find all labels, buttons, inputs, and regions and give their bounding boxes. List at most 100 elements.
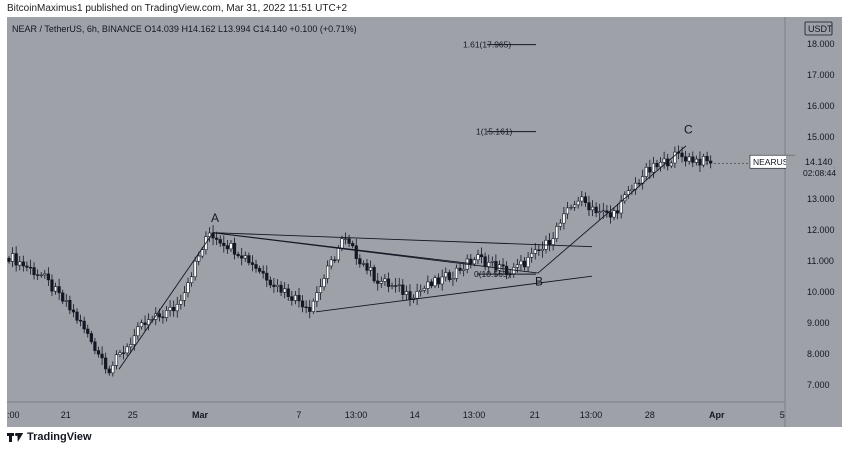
candle-body bbox=[53, 286, 58, 292]
legend-l-value: 13.994 bbox=[223, 24, 253, 34]
tradingview-logo-icon bbox=[7, 432, 24, 442]
candle-body bbox=[705, 156, 709, 162]
candle-body bbox=[454, 267, 459, 279]
candle-body bbox=[351, 243, 355, 247]
candle-body bbox=[79, 319, 83, 322]
candle-body bbox=[308, 306, 312, 312]
candle-body bbox=[36, 274, 40, 276]
candle-body bbox=[515, 264, 519, 268]
candle-body bbox=[490, 260, 494, 263]
candle-body bbox=[669, 162, 673, 167]
candle-body bbox=[436, 277, 441, 285]
candle-body bbox=[147, 319, 151, 326]
candle-body bbox=[386, 278, 391, 287]
candle-body bbox=[590, 206, 595, 211]
candle-body bbox=[419, 289, 423, 292]
candle-body bbox=[458, 267, 462, 271]
candle-body bbox=[558, 222, 562, 227]
candle-body bbox=[501, 264, 505, 267]
candle-body bbox=[698, 158, 702, 166]
candle-body bbox=[404, 291, 408, 295]
candle-body bbox=[576, 200, 580, 206]
candle-body bbox=[519, 260, 523, 266]
candle-body bbox=[32, 267, 36, 276]
candle-body bbox=[189, 276, 194, 284]
candle-body bbox=[615, 210, 620, 214]
candle-body bbox=[547, 239, 552, 245]
candle-body bbox=[594, 206, 598, 214]
x-tick-label: 25 bbox=[128, 410, 138, 420]
candle-body bbox=[383, 278, 387, 282]
candle-body bbox=[487, 262, 491, 267]
symbol-tag-text: NEARUSDT bbox=[753, 157, 800, 167]
candle-body bbox=[236, 253, 240, 257]
candle-body bbox=[46, 273, 50, 281]
candle-body bbox=[587, 202, 591, 211]
candle-body bbox=[429, 281, 434, 287]
candle-body bbox=[368, 267, 373, 271]
candle-body bbox=[322, 278, 326, 288]
price-chart[interactable]: 7.000 8.000 9.000 10.000 11.000 12.000 13.000 1… bbox=[7, 17, 842, 427]
candle-body bbox=[218, 239, 222, 244]
candle-body bbox=[275, 284, 280, 287]
candle-body bbox=[598, 211, 602, 214]
candle-body bbox=[497, 264, 502, 271]
y-tick-label: 10.000 bbox=[807, 287, 835, 297]
chart-area[interactable]: 7.000 8.000 9.000 10.000 11.000 12.000 13.000 1… bbox=[7, 17, 842, 427]
candle-body bbox=[143, 322, 147, 326]
candle-body bbox=[250, 262, 255, 265]
fib-level-label: 1(15.161) bbox=[476, 127, 513, 137]
candle-body bbox=[533, 249, 537, 254]
candle-body bbox=[426, 281, 430, 289]
candle-body bbox=[175, 304, 179, 312]
candle-body bbox=[522, 260, 527, 268]
y-tick-label: 17.000 bbox=[807, 70, 835, 80]
candle-body bbox=[662, 158, 666, 163]
candle-body bbox=[526, 257, 530, 268]
x-tick-label: 21 bbox=[530, 410, 540, 420]
candle-body bbox=[268, 279, 272, 286]
candle-body bbox=[379, 281, 383, 284]
candle-body bbox=[583, 196, 587, 204]
candle-body bbox=[361, 263, 366, 265]
legend-c-label: C bbox=[253, 24, 260, 34]
candle-body bbox=[104, 357, 108, 370]
tradingview-logo[interactable]: TradingView bbox=[7, 431, 92, 443]
fib-level-label: 0(10.565) bbox=[474, 269, 511, 279]
candle-body bbox=[444, 272, 448, 278]
candle-body bbox=[254, 264, 258, 269]
candle-body bbox=[71, 309, 76, 313]
candle-body bbox=[39, 274, 43, 277]
candle-body bbox=[605, 210, 609, 213]
candle-body bbox=[125, 346, 129, 354]
chart-legend: NEAR / TetherUS, 6h, BINANCE O14.039 H14… bbox=[12, 24, 357, 34]
candle-body bbox=[530, 253, 534, 258]
tradingview-logo-text: TradingView bbox=[27, 431, 92, 443]
candle-body bbox=[326, 265, 330, 279]
candle-body bbox=[340, 238, 344, 249]
candle-body bbox=[50, 279, 54, 292]
y-tick-label: 9.000 bbox=[807, 318, 830, 328]
candle-body bbox=[476, 254, 480, 261]
candle-body bbox=[626, 190, 630, 195]
x-tick-label: 21 bbox=[61, 410, 71, 420]
candle-body bbox=[304, 306, 308, 309]
candle-body bbox=[658, 161, 663, 168]
candle-body bbox=[283, 288, 287, 293]
candle-body bbox=[343, 238, 348, 240]
candle-body bbox=[680, 152, 684, 158]
candle-body bbox=[25, 265, 29, 268]
candle-body bbox=[57, 286, 61, 294]
candle-body bbox=[290, 296, 294, 301]
candle-body bbox=[179, 300, 183, 305]
legend-h-value: 14.162 bbox=[188, 24, 218, 34]
last-price-value: 14.140 bbox=[805, 157, 833, 167]
candle-body bbox=[644, 167, 648, 177]
candle-body bbox=[161, 316, 165, 319]
candle-body bbox=[494, 260, 498, 271]
x-tick-label: 13:00 bbox=[463, 410, 486, 420]
candle-body bbox=[136, 326, 140, 337]
candle-body bbox=[347, 238, 351, 244]
y-tick-label: 15.000 bbox=[807, 132, 835, 142]
x-tick-label: 28 bbox=[645, 410, 655, 420]
